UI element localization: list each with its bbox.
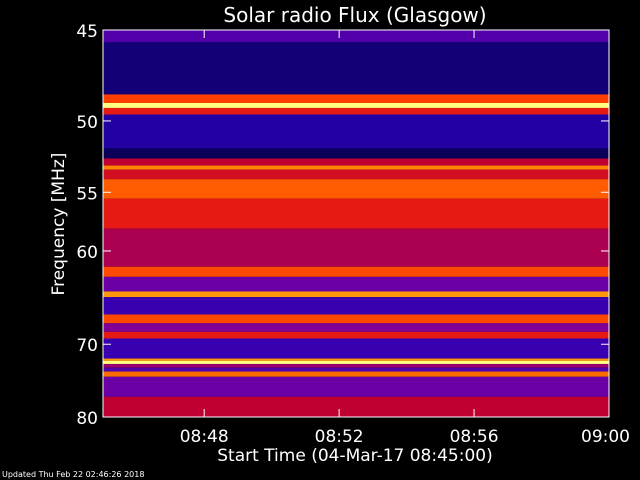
- frequency-band-22: [103, 360, 609, 364]
- frequency-band-25: [103, 371, 609, 377]
- frequency-band-8: [103, 165, 609, 170]
- frequency-band-2: [103, 94, 609, 103]
- frequency-band-15: [103, 291, 609, 298]
- x-axis: 08:48 08:52 08:56 09:00: [180, 30, 630, 447]
- x-tick-label-0848: 08:48: [180, 427, 229, 447]
- frequency-band-17: [103, 314, 609, 324]
- frequency-band-3: [103, 102, 609, 108]
- frequency-band-4: [103, 107, 609, 115]
- frequency-band-26: [103, 376, 609, 397]
- frequency-band-0: [103, 30, 609, 43]
- frequency-band-12: [103, 228, 609, 267]
- y-tick-label-45: 45: [76, 22, 98, 42]
- frequency-band-21: [103, 358, 609, 361]
- frequency-band-6: [103, 148, 609, 159]
- y-tick-label-50: 50: [76, 113, 98, 133]
- frequency-band-10: [103, 179, 609, 199]
- frequency-band-20: [103, 338, 609, 359]
- frequency-band-9: [103, 169, 609, 180]
- frequency-band-7: [103, 158, 609, 166]
- x-axis-label: Start Time (04-Mar-17 08:45:00): [217, 446, 492, 466]
- plot-frame: [102, 29, 610, 418]
- chart-title: Solar radio Flux (Glasgow): [223, 3, 486, 27]
- frequency-band-13: [103, 266, 609, 277]
- frequency-band-18: [103, 323, 609, 332]
- frequency-band-23: [103, 363, 609, 368]
- y-tick-label-60: 60: [76, 243, 98, 263]
- y-tick-label-55: 55: [76, 184, 98, 204]
- x-tick-label-0900: 09:00: [581, 427, 630, 447]
- y-tick-label-80: 80: [76, 409, 98, 429]
- frequency-band-14: [103, 276, 609, 292]
- frequency-band-16: [103, 297, 609, 315]
- frequency-band-5: [103, 114, 609, 149]
- x-tick-label-0856: 08:56: [450, 427, 499, 447]
- frequency-band-1: [103, 42, 609, 95]
- updated-timestamp: Updated Thu Feb 22 02:46:26 2018: [2, 470, 145, 479]
- frequency-band-24: [103, 367, 609, 372]
- frequency-band-27: [103, 396, 609, 417]
- y-axis: 45 50 55 60 70 80: [76, 22, 609, 429]
- y-axis-label: Frequency [MHz]: [49, 153, 69, 296]
- frequency-band-11: [103, 198, 609, 229]
- frequency-band-19: [103, 331, 609, 339]
- spectrogram-plot-area: [103, 30, 609, 417]
- y-tick-label-70: 70: [76, 336, 98, 356]
- x-tick-label-0852: 08:52: [315, 427, 364, 447]
